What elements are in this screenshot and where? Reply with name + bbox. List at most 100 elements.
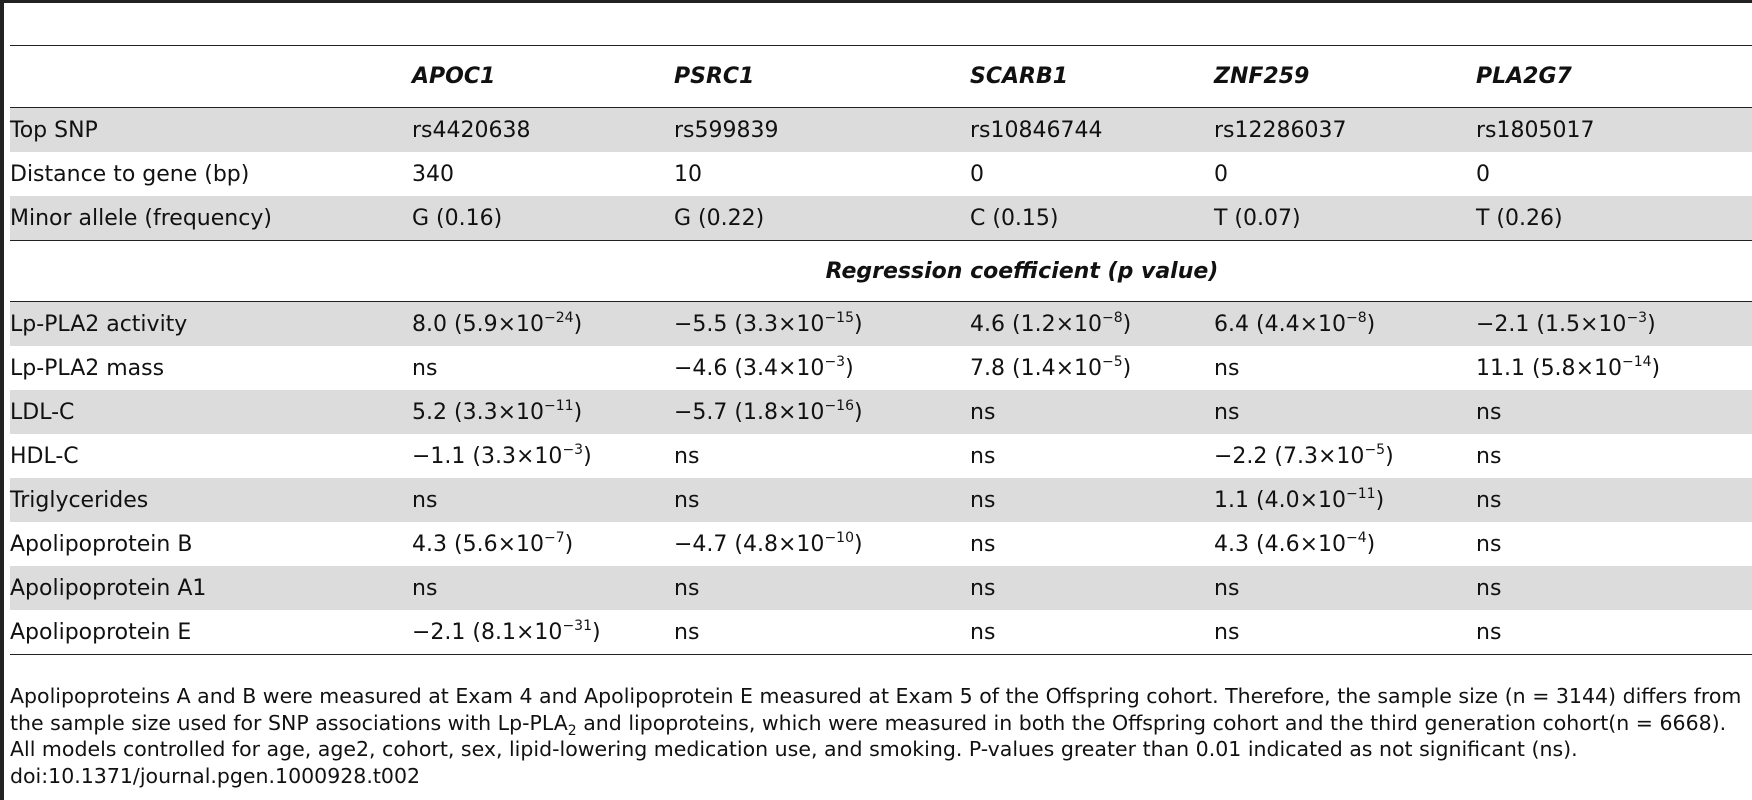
times-ten: ×10 xyxy=(1299,311,1347,337)
p-exponent: −11 xyxy=(1346,485,1376,502)
section-header-row: Regression coefficient (p value) xyxy=(10,240,1752,302)
table-cell: ns xyxy=(674,478,970,522)
p-mantissa: 5.9 xyxy=(462,311,498,337)
table-row: Minor allele (frequency) G (0.16) G (0.22)… xyxy=(10,196,1752,241)
left-border xyxy=(0,0,4,800)
table-cell: −5.5 (3.3×10−15) xyxy=(674,301,970,346)
p-mantissa: 4.0 xyxy=(1264,487,1300,513)
table-cell: ns xyxy=(412,355,438,381)
table-row: Lp-PLA2 mass ns −4.6 (3.4×10−3) 7.8 (1.4×10… xyxy=(10,346,1752,390)
table-cell: ns xyxy=(674,443,700,469)
footnote-line: the sample size used for SNP association… xyxy=(10,710,1752,739)
table-cell: rs1805017 xyxy=(1476,107,1752,152)
table-cell: −2.1 (1.5×10−3) xyxy=(1476,301,1752,346)
p-exponent: −5 xyxy=(1102,353,1123,370)
coefficient: −4.6 xyxy=(674,355,728,381)
table-cell: ns xyxy=(970,566,1214,610)
coefficient: 6.4 xyxy=(1214,311,1249,337)
table-cell: 340 xyxy=(412,161,454,187)
coefficient: 4.6 xyxy=(970,311,1005,337)
table-cell: 0 xyxy=(1214,161,1228,187)
row-label: HDL-C xyxy=(10,443,79,469)
table-footnote: Apolipoproteins A and B were measured at… xyxy=(10,683,1752,789)
table-row: Distance to gene (bp) 340 10 0 0 0 xyxy=(10,152,1752,196)
p-mantissa: 5.8 xyxy=(1540,355,1576,381)
table-cell: ns xyxy=(1476,443,1502,469)
table-cell: ns xyxy=(1476,566,1752,610)
p-exponent: −3 xyxy=(562,441,584,458)
p-exponent: −24 xyxy=(544,309,574,326)
times-ten: ×10 xyxy=(497,531,545,557)
footnote-text: and lipoproteins, which were measured in… xyxy=(576,710,1727,735)
table-cell: ns xyxy=(970,531,996,557)
p-mantissa: 4.8 xyxy=(743,531,778,557)
table-cell: 4.3 (4.6×10−4) xyxy=(1214,529,1376,557)
table-row: Apolipoprotein E −2.1 (8.1×10−31) ns ns ns ns xyxy=(10,610,1752,655)
table-cell: ns xyxy=(1214,566,1476,610)
p-mantissa: 8.1 xyxy=(481,619,516,645)
p-mantissa: 3.3 xyxy=(462,399,498,425)
coefficient: 1.1 xyxy=(1214,487,1249,513)
table-cell: ns xyxy=(1476,478,1752,522)
table-cell: 6.4 (4.4×10−8) xyxy=(1214,301,1476,346)
row-label: Top SNP xyxy=(10,107,412,152)
section-spacer xyxy=(10,240,412,302)
row-label: LDL-C xyxy=(10,390,412,434)
table-cell: 1.1 (4.0×10−11) xyxy=(1214,478,1476,522)
coefficient: −2.2 xyxy=(1214,443,1268,469)
table-cell: ns xyxy=(1214,610,1476,655)
p-exponent: −14 xyxy=(1622,353,1652,370)
table-cell: ns xyxy=(1214,390,1476,434)
table-cell: ns xyxy=(1476,390,1752,434)
p-exponent: −16 xyxy=(824,397,854,414)
p-mantissa: 3.3 xyxy=(743,311,778,337)
table-cell: ns xyxy=(1214,355,1240,381)
table-row: Top SNP rs4420638 rs599839 rs10846744 rs1228… xyxy=(10,107,1752,152)
p-exponent: −8 xyxy=(1102,309,1123,326)
p-exponent: −8 xyxy=(1346,309,1367,326)
table-cell: −4.7 (4.8×10−10) xyxy=(674,529,863,557)
table-cell: rs4420638 xyxy=(412,107,674,152)
table-cell: ns xyxy=(1476,610,1752,655)
coefficient: −4.7 xyxy=(674,531,728,557)
table-cell: 11.1 (5.8×10−14) xyxy=(1476,353,1661,381)
table-row: Apolipoprotein A1 ns ns ns ns ns xyxy=(10,566,1752,610)
table-cell: ns xyxy=(970,390,1214,434)
p-mantissa: 7.3 xyxy=(1283,443,1318,469)
p-exponent: −5 xyxy=(1364,441,1386,458)
footnote-text: the sample size used for SNP association… xyxy=(10,710,568,735)
footnote-line: All models controlled for age, age2, coh… xyxy=(10,737,1578,761)
table-cell: ns xyxy=(970,478,1214,522)
row-label: Distance to gene (bp) xyxy=(10,161,250,187)
coefficient: 11.1 xyxy=(1476,355,1525,381)
results-table: APOC1 PSRC1 SCARB1 ZNF259 PLA2G7 Top SNP… xyxy=(10,45,1752,655)
row-label: Lp-PLA2 activity xyxy=(10,301,412,346)
table-cell: rs12286037 xyxy=(1214,107,1476,152)
p-mantissa: 5.6 xyxy=(462,531,498,557)
coefficient: −1.1 xyxy=(412,443,466,469)
table-cell: ns xyxy=(674,566,970,610)
table-cell: −2.1 (8.1×10−31) xyxy=(412,610,674,655)
table-cell: −5.7 (1.8×10−16) xyxy=(674,390,970,434)
p-mantissa: 3.3 xyxy=(481,443,516,469)
p-exponent: −3 xyxy=(1626,309,1648,326)
coefficient: −5.7 xyxy=(674,399,728,425)
row-label: Lp-PLA2 mass xyxy=(10,355,165,381)
subscript: 2 xyxy=(567,722,577,739)
table-cell: T (0.26) xyxy=(1476,196,1752,241)
table-cell: G (0.22) xyxy=(674,196,970,241)
table-cell: −1.1 (3.3×10−3) xyxy=(412,441,592,469)
table-cell: −2.2 (7.3×10−5) xyxy=(1214,441,1394,469)
table-cell: ns xyxy=(412,566,674,610)
table-cell: rs599839 xyxy=(674,107,970,152)
p-exponent: −10 xyxy=(824,529,854,546)
doi: doi:10.1371/journal.pgen.1000928.t002 xyxy=(10,763,421,788)
coefficient: 4.3 xyxy=(1214,531,1249,557)
table-cell: ns xyxy=(674,610,970,655)
times-ten: ×10 xyxy=(1055,311,1103,337)
table-cell: −4.6 (3.4×10−3) xyxy=(674,353,854,381)
table-cell: rs10846744 xyxy=(970,107,1214,152)
coefficient: 8.0 xyxy=(412,311,447,337)
p-mantissa: 1.4 xyxy=(1020,355,1056,381)
table-cell: 0 xyxy=(970,161,984,187)
